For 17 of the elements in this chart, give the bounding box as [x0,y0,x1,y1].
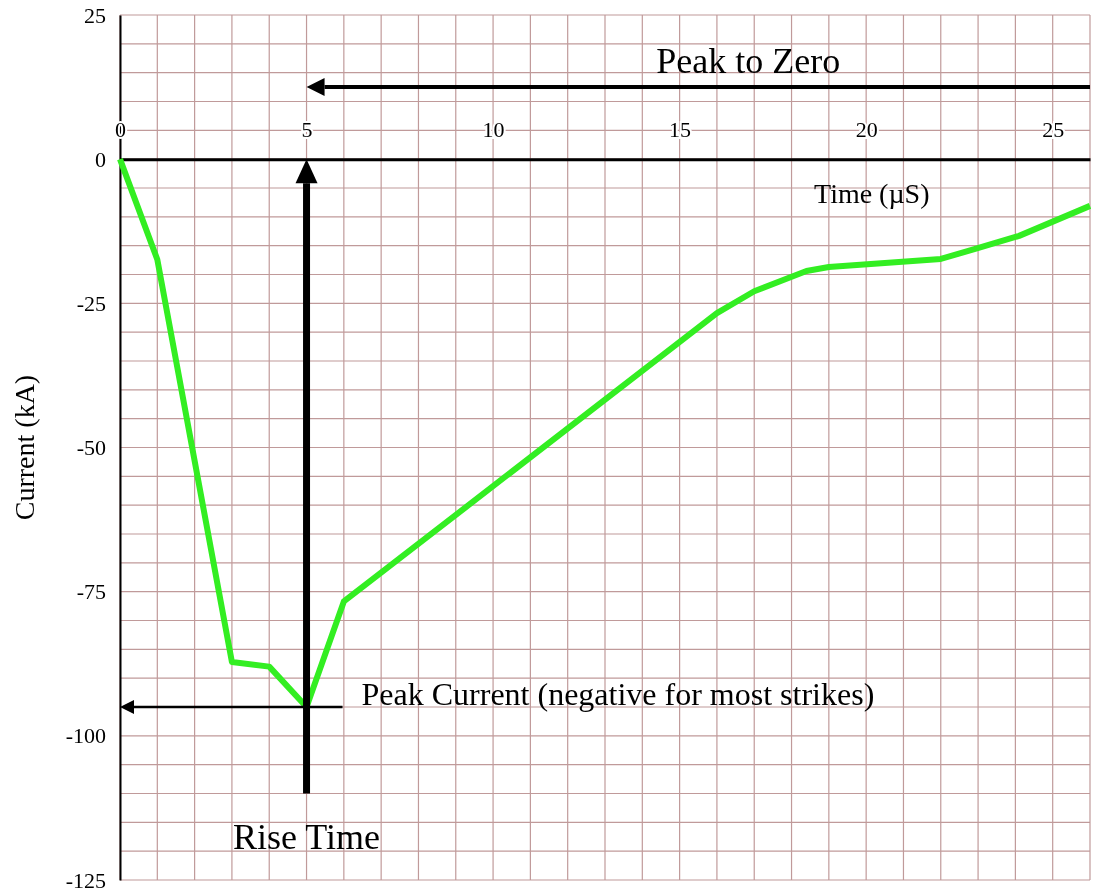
x-tick-label: 25 [1042,117,1065,143]
y-tick-label: -100 [65,723,106,749]
y-tick-label: 0 [95,146,106,172]
x-tick-label: 20 [855,117,878,143]
y-tick-label: -50 [76,435,106,461]
y-tick-label: -125 [65,867,106,893]
y-tick-label: -75 [76,579,106,605]
y-tick-label: -25 [76,290,106,316]
annotation: Rise Time [233,816,381,857]
annotation: Peak to Zero [656,41,841,82]
x-axis-title: Time (µS) [814,178,930,210]
annotation: Peak Current (negative for most strikes) [361,676,875,712]
y-tick-label: 25 [84,2,106,28]
x-tick-label: 10 [482,117,505,143]
x-tick-label: 15 [669,117,692,143]
y-axis-title: Current (kA) [9,374,40,521]
x-tick-label: 5 [301,117,313,143]
